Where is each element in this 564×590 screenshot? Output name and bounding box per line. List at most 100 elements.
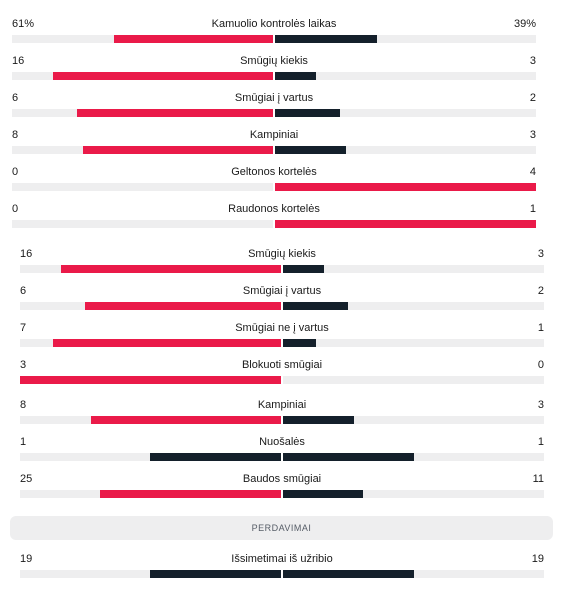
away-bar-fill: [283, 416, 354, 424]
stat-row: 61% Kamuolio kontrolės laikas 39%: [12, 18, 536, 55]
home-bar-fill: [114, 35, 273, 43]
stat-label-line: 8 Kampiniai 3: [12, 129, 536, 145]
stat-name: Kampiniai: [249, 129, 299, 141]
stat-bar: [20, 265, 544, 273]
away-bar-track: [275, 72, 536, 80]
home-bar-track: [20, 302, 281, 310]
away-value: 4: [529, 166, 536, 178]
home-bar-fill: [77, 109, 273, 117]
home-value: 6: [20, 285, 27, 297]
stat-label-line: 25 Baudos smūgiai 11: [20, 473, 544, 489]
stat-label-line: 6 Smūgiai į vartus 2: [20, 285, 544, 301]
away-value: 3: [529, 55, 536, 67]
stat-label-line: 61% Kamuolio kontrolės laikas 39%: [12, 18, 536, 34]
away-bar-fill: [275, 146, 346, 154]
stat-label-line: 19 Išsimetimai iš užribio 19: [20, 553, 544, 569]
away-bar-track: [283, 265, 544, 273]
away-bar-track: [283, 570, 544, 578]
stat-bar: [20, 302, 544, 310]
home-bar-fill: [53, 72, 273, 80]
home-bar-track: [12, 109, 273, 117]
away-bar-track: [275, 220, 536, 228]
stat-name: Baudos smūgiai: [242, 473, 322, 485]
away-bar-track: [283, 302, 544, 310]
away-bar-fill: [275, 35, 377, 43]
home-value: 16: [12, 55, 25, 67]
home-bar-fill: [100, 490, 281, 498]
stat-row: 19 Išsimetimai iš užribio 19: [20, 553, 544, 590]
away-bar-fill: [275, 183, 536, 191]
away-bar-fill: [283, 453, 414, 461]
home-bar-fill: [150, 570, 281, 578]
stat-row: 6 Smūgiai į vartus 2: [12, 92, 536, 129]
stat-bar: [20, 570, 544, 578]
away-value: 2: [529, 92, 536, 104]
home-bar-fill: [61, 265, 281, 273]
home-bar-fill: [85, 302, 281, 310]
home-bar-track: [12, 35, 273, 43]
stat-name: Kamuolio kontrolės laikas: [211, 18, 337, 30]
stat-row: 0 Geltonos kortelės 4: [12, 166, 536, 203]
home-bar-track: [12, 72, 273, 80]
home-value: 7: [20, 322, 27, 334]
stat-row: 8 Kampiniai 3: [20, 399, 544, 436]
stat-label-line: 6 Smūgiai į vartus 2: [12, 92, 536, 108]
stat-bar: [12, 183, 536, 191]
home-value: 25: [20, 473, 33, 485]
home-bar-track: [20, 453, 281, 461]
stat-bar: [12, 146, 536, 154]
home-bar-track: [20, 570, 281, 578]
away-value: 0: [537, 359, 544, 371]
home-value: 19: [20, 553, 33, 565]
home-value: 3: [20, 359, 27, 371]
away-bar-track: [275, 146, 536, 154]
away-value: 3: [537, 248, 544, 260]
stat-row: 8 Kampiniai 3: [12, 129, 536, 166]
home-bar-track: [20, 339, 281, 347]
stat-label-line: 0 Raudonos kortelės 1: [12, 203, 536, 219]
stat-name: Smūgiai ne į vartus: [235, 322, 329, 334]
stat-row: 6 Smūgiai į vartus 2: [20, 285, 544, 322]
stat-bar: [12, 109, 536, 117]
stat-name: Smūgių kiekis: [248, 248, 316, 260]
away-bar-track: [283, 453, 544, 461]
home-bar-fill: [53, 339, 281, 347]
stat-bar: [20, 376, 544, 384]
stat-label-line: 16 Smūgių kiekis 3: [12, 55, 536, 71]
home-value: 1: [20, 436, 27, 448]
away-bar-fill: [275, 220, 536, 228]
home-value: 16: [20, 248, 33, 260]
stat-name: Blokuoti smūgiai: [241, 359, 323, 371]
stat-name: Raudonos kortelės: [228, 203, 320, 215]
away-bar-track: [275, 183, 536, 191]
away-value: 1: [537, 322, 544, 334]
stat-row: 0 Raudonos kortelės 1: [12, 203, 536, 240]
home-bar-fill: [20, 376, 281, 384]
away-bar-track: [283, 376, 544, 384]
stat-row: 16 Smūgių kiekis 3: [20, 248, 544, 285]
home-bar-track: [20, 416, 281, 424]
away-value: 2: [537, 285, 544, 297]
stat-name: Smūgiai į vartus: [242, 285, 322, 297]
away-bar-fill: [283, 339, 316, 347]
away-value: 1: [529, 203, 536, 215]
away-value: 3: [529, 129, 536, 141]
away-bar-fill: [283, 302, 348, 310]
away-value: 1: [537, 436, 544, 448]
home-value: 0: [12, 166, 19, 178]
away-value: 19: [531, 553, 544, 565]
stat-bar: [20, 453, 544, 461]
stat-label-line: 1 Nuošalės 1: [20, 436, 544, 452]
stat-bar: [20, 416, 544, 424]
stat-name: Išsimetimai iš užribio: [231, 553, 333, 565]
home-bar-track: [20, 376, 281, 384]
stat-bar: [12, 220, 536, 228]
stat-row: 1 Nuošalės 1: [20, 436, 544, 473]
home-bar-track: [20, 265, 281, 273]
away-value: 39%: [513, 18, 536, 30]
away-bar-track: [283, 416, 544, 424]
stat-row: 7 Smūgiai ne į vartus 1: [20, 322, 544, 359]
home-bar-fill: [91, 416, 281, 424]
home-bar-track: [20, 490, 281, 498]
home-value: 61%: [12, 18, 35, 30]
